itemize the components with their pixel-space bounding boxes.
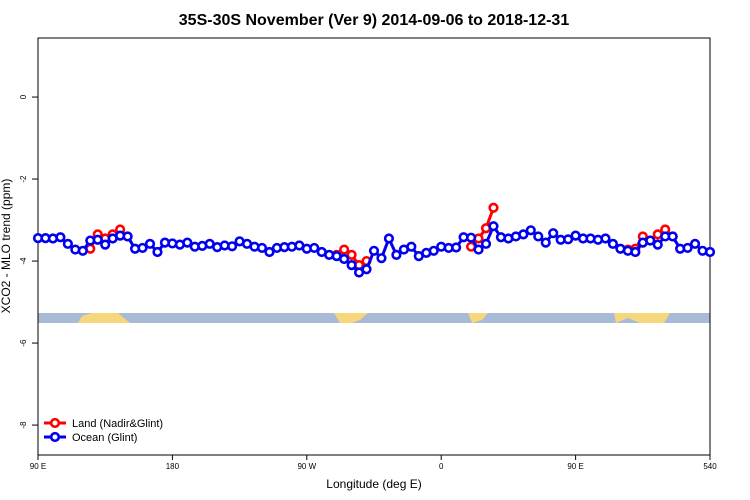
- data-point: [473, 244, 484, 255]
- data-point: [62, 238, 73, 249]
- data-point: [100, 239, 111, 250]
- data-point: [451, 242, 462, 253]
- data-point: [480, 238, 492, 249]
- y-tick-label: -8: [19, 421, 28, 429]
- data-point: [682, 242, 693, 254]
- x-tick-label: 90 E: [567, 462, 583, 471]
- data-point: [600, 233, 611, 244]
- data-point: [346, 260, 357, 271]
- legend-label: Land (Nadir&Glint): [72, 418, 163, 430]
- data-point: [227, 241, 238, 252]
- land-patch: [78, 313, 130, 323]
- y-tick-label: 0: [19, 94, 28, 99]
- data-point: [309, 242, 320, 254]
- data-point: [652, 239, 663, 250]
- plot-frame: [37, 37, 711, 456]
- legend-marker: [49, 431, 61, 443]
- x-tick-label: 180: [166, 462, 180, 471]
- data-point: [376, 253, 387, 264]
- data-point: [368, 245, 380, 256]
- data-point: [548, 228, 559, 239]
- data-point: [339, 244, 350, 255]
- legend-marker: [49, 417, 61, 429]
- data-point: [667, 231, 678, 242]
- data-point: [525, 225, 536, 236]
- legend-label: Ocean (Glint): [72, 432, 137, 444]
- data-point: [152, 246, 163, 258]
- data-point: [465, 232, 477, 243]
- data-point: [122, 231, 133, 242]
- data-point: [630, 246, 641, 258]
- data-point: [339, 253, 350, 265]
- data-point: [383, 233, 395, 244]
- data-point: [488, 221, 499, 232]
- x-tick-label: 540: [703, 462, 717, 471]
- data-point: [607, 238, 619, 249]
- data-point: [77, 245, 88, 256]
- y-axis-label: XCO2 - MLO trend (ppm): [0, 179, 13, 314]
- data-point: [540, 237, 551, 248]
- x-tick-label: 90 E: [30, 462, 46, 471]
- data-point: [391, 249, 402, 261]
- y-tick-label: -6: [19, 339, 28, 347]
- chart-title: 35S-30S November (Ver 9) 2014-09-06 to 2…: [179, 12, 570, 29]
- data-point: [428, 245, 439, 256]
- data-point: [689, 238, 701, 249]
- data-point: [406, 241, 417, 252]
- data-point: [533, 231, 544, 242]
- data-point: [55, 232, 66, 243]
- data-point: [346, 249, 357, 261]
- land-patch: [614, 313, 670, 323]
- land-patch: [468, 313, 488, 323]
- data-point: [704, 246, 716, 258]
- data-point: [518, 229, 529, 240]
- y-tick-label: -4: [19, 257, 28, 265]
- land-ocean-strip: [38, 313, 710, 323]
- data-point: [264, 246, 275, 258]
- data-point: [182, 237, 193, 248]
- land-patch: [334, 313, 368, 323]
- data-point: [488, 202, 499, 213]
- data-point: [645, 235, 656, 246]
- data-point: [137, 242, 148, 254]
- ocean-strip: [38, 313, 710, 323]
- data-point: [361, 264, 372, 275]
- data-point: [256, 242, 268, 254]
- x-axis-label: Longitude (deg E): [326, 477, 421, 491]
- y-tick-label: -2: [19, 175, 28, 183]
- x-tick-label: 90 W: [297, 462, 316, 471]
- data-point: [92, 234, 103, 245]
- x-tick-label: 0: [439, 462, 444, 471]
- data-point: [563, 234, 574, 245]
- data-point: [144, 238, 156, 249]
